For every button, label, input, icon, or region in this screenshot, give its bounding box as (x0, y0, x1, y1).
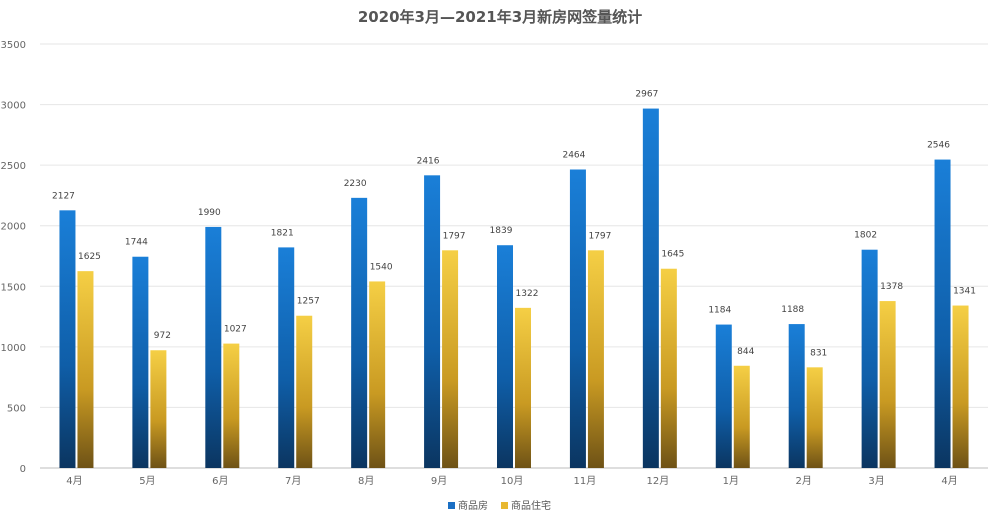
y-tick-label: 3000 (1, 101, 26, 112)
bar-commercial-housing (205, 226, 222, 468)
data-label: 831 (810, 348, 827, 358)
chart-title: 2020年3月—2021年3月新房网签量统计 (357, 8, 643, 26)
y-tick-label: 1500 (1, 282, 26, 293)
legend: 商品房 商品住宅 (448, 499, 551, 512)
bar-residential (369, 281, 386, 468)
x-tick-label: 2月 (796, 475, 812, 487)
bar-residential (660, 268, 677, 468)
bar-commercial-housing (351, 197, 368, 468)
bar-commercial-housing (715, 324, 732, 468)
legend-swatch (448, 502, 455, 509)
y-tick-label: 2000 (1, 222, 26, 233)
bar-residential (733, 365, 750, 468)
bar-commercial-housing (788, 324, 805, 468)
bar-residential (442, 250, 459, 468)
data-label: 1625 (78, 252, 101, 262)
bar-residential (77, 271, 94, 468)
data-label: 844 (737, 347, 754, 357)
data-label: 1341 (953, 287, 976, 297)
legend-label: 商品住宅 (511, 499, 551, 512)
x-tick-label: 8月 (358, 475, 374, 487)
data-label: 1797 (443, 231, 466, 241)
x-tick-label: 12月 (646, 475, 669, 487)
bar-residential (150, 350, 167, 468)
data-label: 1839 (490, 226, 513, 236)
x-tick-label: 1月 (723, 475, 739, 487)
data-label: 1744 (125, 238, 148, 248)
y-tick-label: 0 (20, 464, 26, 475)
data-label: 1188 (781, 305, 804, 315)
data-label: 1802 (854, 231, 877, 241)
x-tick-label: 9月 (431, 475, 447, 487)
bars (59, 108, 969, 469)
bar-commercial-housing (278, 247, 295, 468)
x-axis-ticks: 4月 5月 6月 7月 8月 9月 10月 11月 12月 1月 2月 3月 4月 (66, 475, 957, 487)
bar-commercial-housing (934, 159, 951, 468)
bar-commercial-housing (424, 175, 441, 469)
x-tick-label: 5月 (139, 475, 155, 487)
data-label: 1184 (708, 306, 731, 316)
data-label: 972 (154, 331, 171, 341)
data-label: 2967 (635, 90, 658, 100)
bar-commercial-housing (59, 210, 76, 468)
x-tick-label: 10月 (501, 475, 524, 487)
bar-residential (952, 305, 969, 468)
bar-residential (587, 250, 604, 468)
y-tick-label: 2500 (1, 161, 26, 172)
bar-commercial-housing (642, 108, 659, 468)
data-label: 1257 (297, 297, 320, 307)
data-label: 2127 (52, 191, 75, 201)
x-tick-label: 7月 (285, 475, 301, 487)
y-tick-label: 500 (7, 403, 26, 414)
data-label: 1645 (661, 250, 684, 260)
data-label: 1990 (198, 208, 221, 218)
bar-residential (296, 315, 313, 468)
x-tick-label: 4月 (941, 475, 957, 487)
bar-commercial-housing (861, 249, 878, 468)
data-label: 2464 (562, 151, 585, 161)
data-label: 1027 (224, 325, 247, 335)
data-labels: 2127 1625 1744 972 1990 1027 1821 1257 2230 1540 2… (52, 90, 976, 359)
x-tick-label: 6月 (212, 475, 228, 487)
grid-lines (40, 43, 988, 469)
data-label: 1821 (271, 228, 294, 238)
data-label: 2546 (927, 141, 950, 151)
x-tick-label: 11月 (574, 475, 597, 487)
x-tick-label: 3月 (868, 475, 884, 487)
data-label: 1378 (880, 282, 903, 292)
bar-commercial-housing (132, 256, 149, 468)
bar-commercial-housing (569, 169, 586, 468)
y-axis-ticks: 0 500 1000 1500 2000 2500 3000 3500 (1, 40, 26, 475)
data-label: 2416 (417, 156, 440, 166)
data-label: 1797 (588, 231, 611, 241)
y-tick-label: 1000 (1, 343, 26, 354)
x-tick-label: 4月 (66, 475, 82, 487)
bar-commercial-housing (497, 245, 513, 468)
bar-residential (515, 307, 531, 468)
bar-residential (879, 301, 896, 468)
bar-residential (806, 367, 823, 468)
legend-swatch (501, 502, 508, 509)
data-label: 2230 (344, 179, 367, 189)
bar-residential (223, 343, 240, 468)
data-label: 1540 (370, 262, 393, 272)
data-label: 1322 (516, 289, 539, 299)
y-tick-label: 3500 (1, 40, 26, 51)
legend-label: 商品房 (458, 499, 488, 512)
